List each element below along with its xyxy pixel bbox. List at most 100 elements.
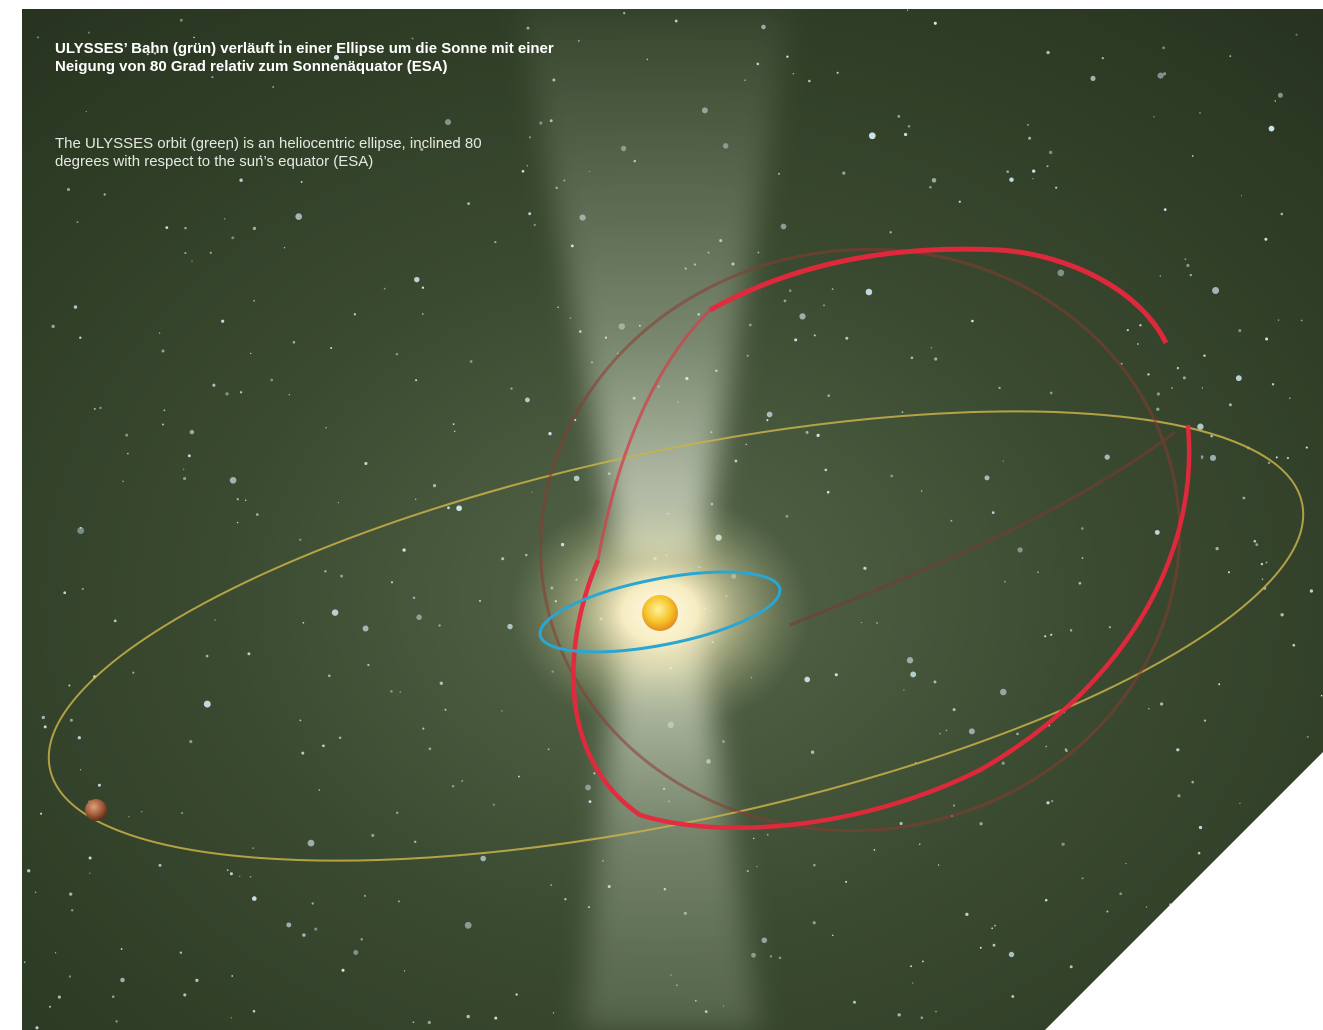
star [414, 276, 420, 283]
star [239, 875, 241, 877]
star [1004, 580, 1006, 583]
star [1157, 72, 1164, 79]
star [1295, 901, 1297, 903]
star [991, 511, 995, 514]
star [1032, 169, 1036, 173]
star [751, 952, 756, 958]
star [1125, 862, 1127, 865]
star [863, 566, 867, 570]
star [236, 521, 239, 524]
star [338, 736, 342, 740]
star [952, 804, 956, 807]
star [179, 951, 183, 954]
star [794, 338, 798, 342]
star [1184, 258, 1187, 260]
star [325, 426, 327, 429]
star [526, 165, 529, 167]
star [1320, 694, 1323, 697]
star [301, 751, 305, 755]
star [1212, 287, 1220, 294]
star [1203, 354, 1206, 357]
star [221, 319, 225, 323]
star [1069, 965, 1073, 969]
star [451, 784, 455, 788]
star [99, 406, 102, 410]
star [89, 872, 91, 874]
star [501, 710, 503, 712]
star [1171, 386, 1173, 389]
star [181, 812, 184, 815]
star [588, 906, 590, 909]
star [992, 943, 996, 947]
star [337, 501, 340, 504]
star [226, 869, 229, 871]
star [1280, 613, 1284, 617]
star [783, 299, 787, 303]
star [1260, 562, 1264, 566]
star [318, 789, 321, 791]
star [201, 49, 204, 52]
star [229, 476, 237, 484]
star [1061, 842, 1065, 846]
star [438, 624, 441, 627]
star [1305, 807, 1308, 810]
star [492, 803, 495, 806]
star [314, 927, 318, 931]
star [371, 833, 375, 837]
star [1008, 951, 1015, 958]
star [1147, 373, 1150, 376]
star [1046, 165, 1049, 168]
star [533, 223, 536, 227]
star [66, 187, 71, 192]
star [97, 783, 101, 787]
star [120, 948, 123, 950]
ulysses-orbit-inner-arc [596, 308, 712, 561]
star [403, 970, 406, 972]
star [1286, 456, 1290, 460]
star [816, 433, 820, 438]
star [1104, 454, 1110, 460]
planet [85, 799, 107, 821]
star [41, 715, 45, 720]
star [36, 36, 39, 39]
star [1163, 72, 1167, 76]
star [478, 599, 482, 603]
star [456, 505, 462, 512]
star [331, 609, 339, 616]
star [1154, 529, 1160, 535]
star [1235, 375, 1242, 382]
star [792, 73, 795, 75]
star [889, 231, 892, 234]
star [69, 718, 73, 722]
star [422, 727, 425, 730]
star [111, 995, 115, 999]
star [113, 619, 117, 623]
star [322, 744, 325, 748]
star [1045, 745, 1048, 748]
star [1044, 898, 1048, 902]
star [383, 287, 386, 290]
star [1240, 195, 1243, 197]
star [43, 725, 47, 729]
star [1001, 761, 1005, 765]
star [286, 922, 292, 928]
star [1106, 910, 1109, 913]
star [876, 622, 878, 624]
star [965, 912, 969, 917]
star [115, 1020, 118, 1023]
star [979, 946, 982, 949]
star [87, 31, 90, 34]
star [249, 352, 252, 355]
star [1271, 383, 1275, 386]
star [1199, 112, 1201, 114]
star [831, 934, 834, 937]
star [1163, 208, 1167, 211]
star [998, 386, 1001, 390]
star [528, 212, 532, 216]
star [165, 226, 169, 229]
star [1200, 455, 1204, 458]
star [826, 490, 830, 494]
star [293, 67, 297, 71]
star [1049, 150, 1053, 155]
star [226, 147, 229, 150]
